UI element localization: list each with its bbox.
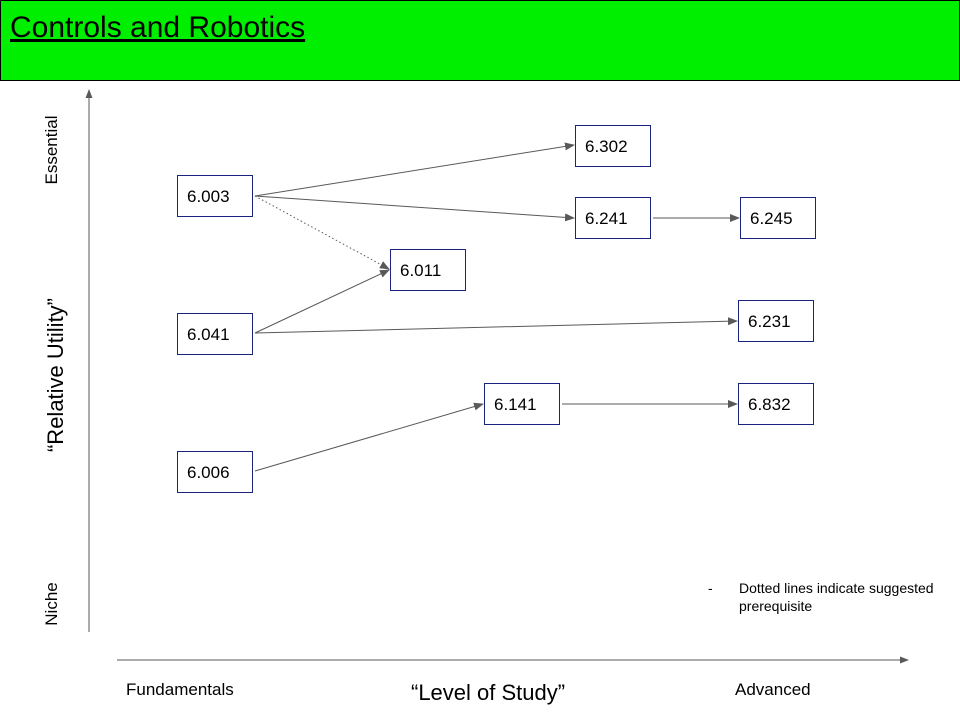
node-6006: 6.006 (177, 451, 253, 493)
node-6011: 6.011 (390, 249, 466, 291)
y-axis-top-label: Essential (42, 115, 61, 185)
node-6041: 6.041 (177, 313, 253, 355)
node-6003: 6.003 (177, 175, 253, 217)
x-axis-left-label: Fundamentals (126, 680, 234, 699)
y-axis-bottom-label: Niche (42, 582, 61, 626)
edge-6003-6241 (254, 195, 575, 222)
x-axis-title: “Level of Study” (411, 680, 566, 705)
node-6231: 6.231 (738, 300, 814, 342)
node-6245: 6.245 (740, 197, 816, 239)
node-6302: 6.302 (575, 125, 651, 167)
page-title: Controls and Robotics (10, 11, 306, 44)
edge-6041-6011 (254, 269, 390, 334)
node-6832: 6.832 (738, 383, 814, 425)
header-banner: Controls and Robotics (0, 0, 960, 81)
edge-6006-6141 (254, 402, 484, 472)
node-6241: 6.241 (575, 197, 651, 239)
note-text: Dotted lines indicate suggested prerequi… (739, 580, 934, 614)
x-axis-right-label: Advanced (735, 680, 811, 699)
edge-6041-6231 (254, 317, 738, 334)
edge-6003-6302 (254, 142, 575, 197)
node-6141: 6.141 (484, 383, 560, 425)
note-bullet: - (708, 580, 713, 596)
y-axis-title: “Relative Utility” (43, 297, 68, 453)
edge-6003-6011-dotted (254, 195, 390, 270)
